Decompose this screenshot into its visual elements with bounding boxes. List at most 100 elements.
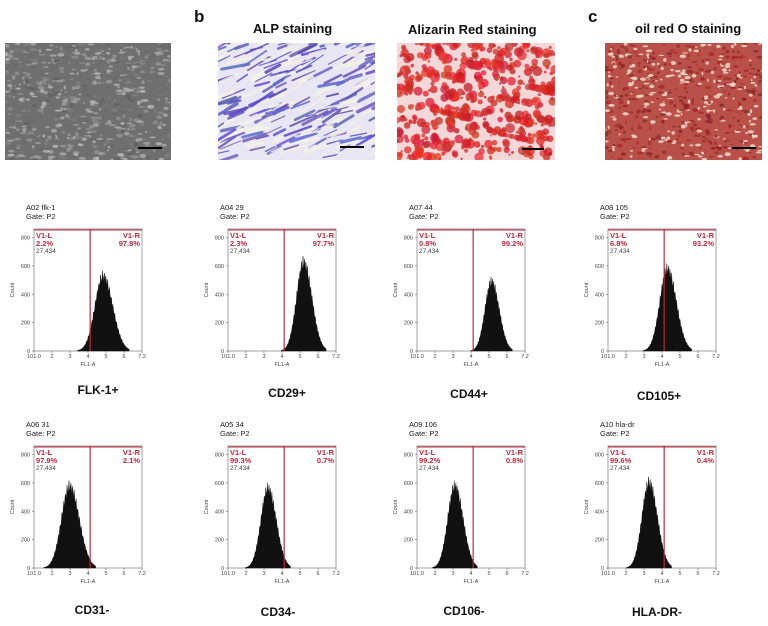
x-tick-label: 3 xyxy=(451,354,454,360)
scale-bar xyxy=(732,147,756,149)
right-gate-label: V1-R xyxy=(317,448,335,457)
y-tick-label: 600 xyxy=(595,481,604,487)
x-tick-label: 6 xyxy=(122,571,125,577)
x-tick-label: 4 xyxy=(86,354,89,360)
y-tick-label: 200 xyxy=(215,538,224,544)
gate-label: Gate: P2 xyxy=(600,429,630,438)
event-count: 27,434 xyxy=(36,248,56,255)
alp-title: ALP staining xyxy=(253,21,333,36)
x-tick-label: 2 xyxy=(624,354,627,360)
x-tick-label: 2 xyxy=(244,354,247,360)
x-tick-label: 5 xyxy=(487,571,490,577)
x-tick-label: 7.2 xyxy=(712,571,720,577)
y-tick-label: 600 xyxy=(21,264,30,270)
histogram-flk1: A02 flk-1 Gate: P2 0 200 400 600 800 Count 101.0… xyxy=(4,201,156,368)
histogram-cd29: A04 29 Gate: P2 0 200 400 600 800 Count 101.0 2 3 4… xyxy=(198,201,350,368)
left-gate-percent: 99.2% xyxy=(419,456,441,465)
x-tick-label: 7.2 xyxy=(332,571,340,577)
left-gate-label: V1-L xyxy=(610,448,627,457)
marker-label-flk1: FLK-1+ xyxy=(77,383,119,397)
y-tick-label: 600 xyxy=(215,481,224,487)
x-tick-label: 5 xyxy=(298,354,301,360)
left-gate-percent: 0.8% xyxy=(419,239,436,248)
plot-frame xyxy=(33,228,143,352)
y-tick-label: 0 xyxy=(601,349,604,355)
y-tick-label: 0 xyxy=(221,566,224,572)
x-tick-label: 4 xyxy=(469,571,472,577)
x-tick-label: 5 xyxy=(487,354,490,360)
y-tick-label: 400 xyxy=(595,292,604,298)
x-tick-label: 6 xyxy=(696,571,699,577)
left-gate-label: V1-L xyxy=(419,448,436,457)
x-tick-label: 3 xyxy=(642,354,645,360)
panel-letter-c: c xyxy=(588,7,598,26)
y-tick-label: 0 xyxy=(221,349,224,355)
x-tick-label: 4 xyxy=(86,571,89,577)
oilred-title: oil red O staining xyxy=(635,21,742,36)
event-count: 27,434 xyxy=(36,465,56,472)
histogram-peak xyxy=(432,480,478,569)
x-tick-label: 2 xyxy=(433,571,436,577)
y-tick-label: 600 xyxy=(404,264,413,270)
sample-id: A07 44 xyxy=(409,203,433,212)
plot-frame xyxy=(416,445,526,569)
y-tick-label: 0 xyxy=(27,349,30,355)
x-tick-label: 101.0 xyxy=(410,571,424,577)
gate-label: Gate: P2 xyxy=(409,212,439,221)
y-axis-label: Count xyxy=(204,282,210,297)
plot-frame xyxy=(227,445,337,569)
y-tick-label: 400 xyxy=(215,509,224,515)
gate-label: Gate: P2 xyxy=(600,212,630,221)
alizarin-photo xyxy=(397,43,555,160)
scale-bar xyxy=(340,146,364,148)
y-tick-label: 200 xyxy=(404,538,413,544)
y-tick-label: 400 xyxy=(21,509,30,515)
right-gate-percent: 0.8% xyxy=(506,456,523,465)
alp-photo xyxy=(218,43,375,160)
histogram-peak xyxy=(643,263,692,352)
x-tick-label: 7.2 xyxy=(332,354,340,360)
sample-id: A04 29 xyxy=(220,203,244,212)
oilred-photo xyxy=(605,43,762,160)
x-tick-label: 3 xyxy=(642,571,645,577)
y-axis-label: Count xyxy=(10,282,16,297)
left-gate-percent: 99.3% xyxy=(230,456,252,465)
alizarin-title: Alizarin Red staining xyxy=(408,22,537,37)
x-tick-label: 3 xyxy=(262,571,265,577)
y-tick-label: 400 xyxy=(404,509,413,515)
y-axis-label: Count xyxy=(584,282,590,297)
panel-letter-b: b xyxy=(194,7,205,26)
x-tick-label: 4 xyxy=(660,354,663,360)
marker-label-cd34: CD34- xyxy=(260,605,296,619)
x-tick-label: 3 xyxy=(262,354,265,360)
x-tick-label: 7.2 xyxy=(138,354,146,360)
x-tick-label: 6 xyxy=(316,354,319,360)
marker-label-cd29: CD29+ xyxy=(268,386,306,400)
sample-id: A02 flk-1 xyxy=(26,203,56,212)
plot-frame xyxy=(33,445,143,569)
left-gate-percent: 2.3% xyxy=(230,239,247,248)
y-tick-label: 400 xyxy=(215,292,224,298)
x-axis-label: FL1-A xyxy=(81,579,96,585)
right-gate-percent: 2.1% xyxy=(123,456,140,465)
x-axis-label: FL1-A xyxy=(655,579,670,585)
x-tick-label: 4 xyxy=(280,354,283,360)
left-gate-percent: 99.6% xyxy=(610,456,632,465)
marker-label-cd44: CD44+ xyxy=(450,387,488,401)
x-tick-label: 6 xyxy=(122,354,125,360)
x-tick-label: 3 xyxy=(68,571,71,577)
y-axis-label: Count xyxy=(204,499,210,514)
x-tick-label: 7.2 xyxy=(521,354,529,360)
x-tick-label: 2 xyxy=(50,571,53,577)
x-tick-label: 3 xyxy=(68,354,71,360)
phase-contrast-photo xyxy=(5,43,171,160)
histogram-cd105: A08 105 Gate: P2 0 200 400 600 800 Count 101.0 2 3… xyxy=(578,201,730,368)
x-axis-label: FL1-A xyxy=(464,362,479,368)
left-gate-label: V1-L xyxy=(230,448,247,457)
scale-bar xyxy=(522,148,544,150)
right-gate-label: V1-R xyxy=(123,448,141,457)
x-axis-label: FL1-A xyxy=(655,362,670,368)
x-axis-label: FL1-A xyxy=(81,362,96,368)
x-tick-label: 101.0 xyxy=(221,571,235,577)
x-axis-label: FL1-A xyxy=(464,579,479,585)
